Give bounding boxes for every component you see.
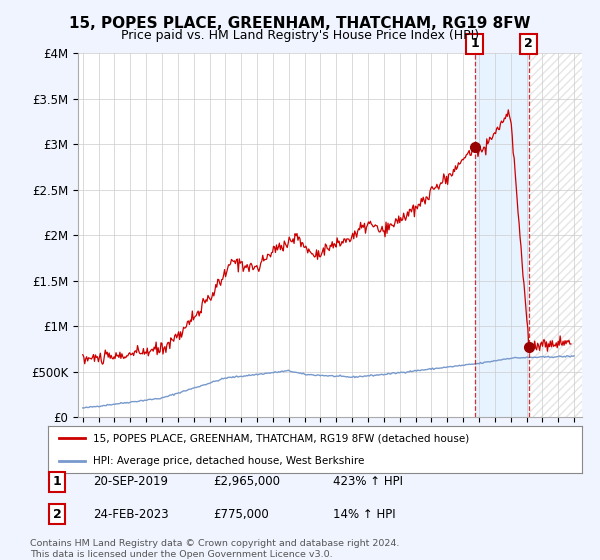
Text: 15, POPES PLACE, GREENHAM, THATCHAM, RG19 8FW: 15, POPES PLACE, GREENHAM, THATCHAM, RG1… (69, 16, 531, 31)
Text: 2: 2 (53, 507, 61, 521)
Text: £775,000: £775,000 (213, 507, 269, 521)
Text: Price paid vs. HM Land Registry's House Price Index (HPI): Price paid vs. HM Land Registry's House … (121, 29, 479, 42)
Text: Contains HM Land Registry data © Crown copyright and database right 2024.
This d: Contains HM Land Registry data © Crown c… (30, 539, 400, 559)
Text: 1: 1 (470, 38, 479, 50)
Text: 24-FEB-2023: 24-FEB-2023 (93, 507, 169, 521)
Bar (529, 53, 582, 417)
Text: 2: 2 (524, 38, 533, 50)
Text: 15, POPES PLACE, GREENHAM, THATCHAM, RG19 8FW (detached house): 15, POPES PLACE, GREENHAM, THATCHAM, RG1… (94, 433, 470, 444)
Text: 423% ↑ HPI: 423% ↑ HPI (333, 475, 403, 488)
Text: 1: 1 (53, 475, 61, 488)
Text: £2,965,000: £2,965,000 (213, 475, 280, 488)
Text: HPI: Average price, detached house, West Berkshire: HPI: Average price, detached house, West… (94, 456, 365, 466)
Text: 20-SEP-2019: 20-SEP-2019 (93, 475, 168, 488)
Text: 14% ↑ HPI: 14% ↑ HPI (333, 507, 395, 521)
Bar (475, 53, 529, 417)
